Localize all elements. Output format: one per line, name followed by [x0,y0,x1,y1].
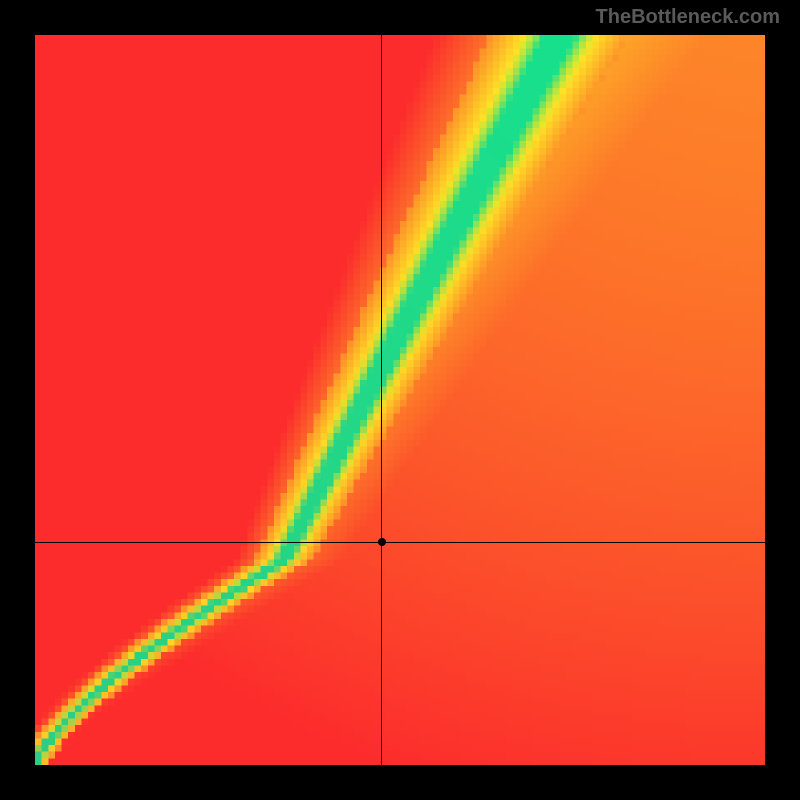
heatmap-plot-area [35,35,765,765]
crosshair-vertical [381,35,382,765]
heatmap-canvas [35,35,765,765]
crosshair-marker-dot [378,538,386,546]
watermark-text: TheBottleneck.com [596,6,780,29]
crosshair-horizontal [35,542,765,543]
